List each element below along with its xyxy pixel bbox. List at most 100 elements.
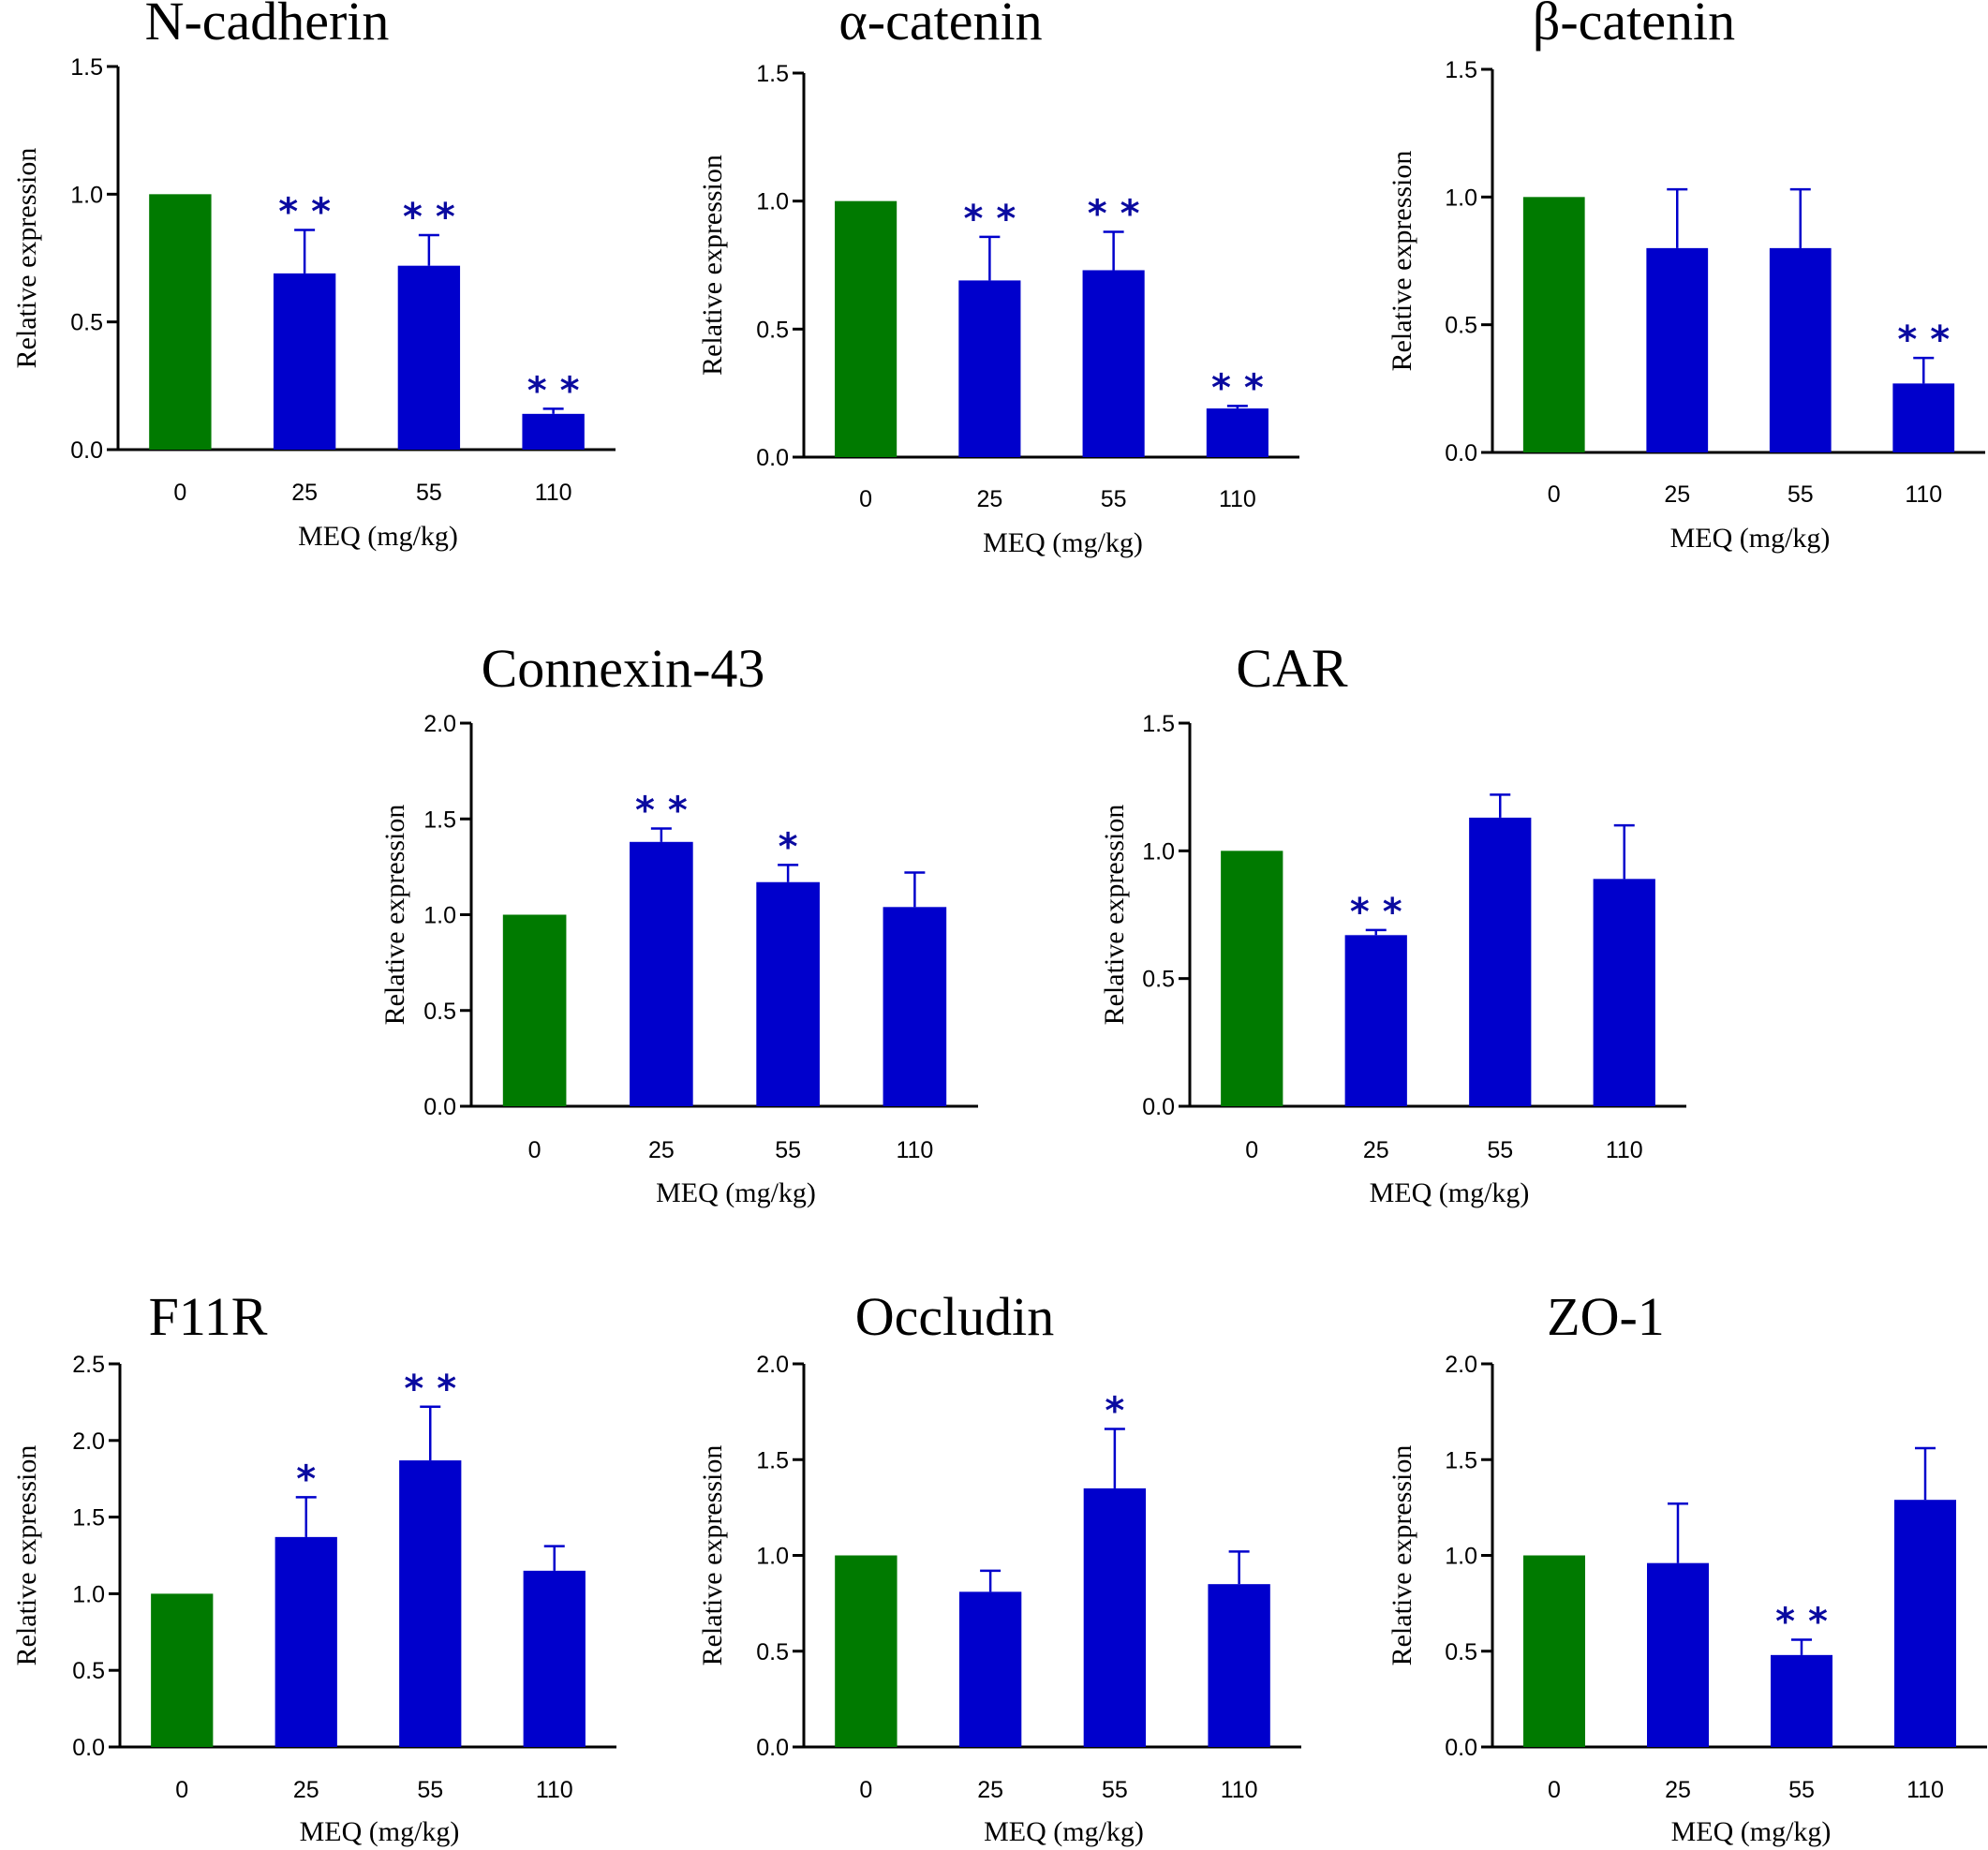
y-tick-label: 0.5 (756, 1639, 789, 1665)
y-tick-label: 0.0 (70, 437, 103, 464)
significance-marker: * * (527, 369, 580, 412)
y-tick-label: 1.5 (756, 1447, 789, 1473)
y-tick-label: 0.0 (756, 445, 789, 471)
x-tick-label: 0 (859, 1777, 872, 1803)
significance-marker: * (779, 825, 798, 868)
bar-25 (630, 841, 693, 1106)
bar-110 (1892, 383, 1955, 452)
bar-25 (1647, 1562, 1709, 1747)
x-tick-label: 55 (416, 480, 442, 506)
x-tick-label: 25 (977, 1777, 1003, 1803)
significance-marker: * * (278, 191, 331, 234)
x-axis-label: MEQ (mg/kg) (1670, 523, 1831, 554)
bar-55 (1771, 1654, 1832, 1747)
significance-marker: * * (1211, 366, 1264, 409)
x-tick-label: 0 (1245, 1137, 1258, 1163)
bar-55 (1083, 1487, 1147, 1747)
x-tick-label: 55 (1788, 1777, 1815, 1803)
significance-marker: * * (403, 196, 455, 239)
significance-marker: * * (404, 1368, 456, 1411)
chart-panel-4: Connexin-43 0.0 0.5 1.0 1.5 2.0 Relative expre… (379, 638, 978, 1208)
x-axis-label: MEQ (mg/kg) (300, 1816, 460, 1847)
bar-0 (151, 1593, 214, 1747)
x-tick-label: 0 (859, 486, 872, 512)
y-axis-label: Relative expression (1387, 151, 1417, 372)
x-axis-label: MEQ (mg/kg) (656, 1177, 816, 1208)
x-axis-label: MEQ (mg/kg) (1671, 1816, 1832, 1847)
y-tick-label: 1.0 (756, 1544, 789, 1570)
x-tick-label: 25 (1665, 1777, 1691, 1803)
chart-panel-8: ZO-1 0.0 0.5 1.0 1.5 2.0 Relative expression 0 2… (1387, 1286, 1987, 1847)
y-tick-label: 0.0 (1142, 1094, 1175, 1120)
x-tick-label: 110 (536, 1777, 573, 1803)
y-axis-label: Relative expression (697, 1445, 728, 1666)
bar-0 (1523, 1555, 1585, 1747)
y-tick-label: 0.0 (756, 1735, 789, 1761)
bar-110 (883, 907, 947, 1106)
bar-110 (522, 413, 585, 450)
x-tick-label: 0 (528, 1137, 542, 1163)
x-tick-label: 55 (1487, 1137, 1513, 1163)
bar-25 (1344, 935, 1407, 1106)
y-axis-label: Relative expression (697, 155, 728, 376)
y-tick-label: 1.5 (756, 61, 789, 87)
y-tick-label: 1.5 (70, 54, 103, 81)
bar-0 (1221, 851, 1283, 1106)
bar-55 (397, 265, 461, 450)
chart-title: N-cadherin (145, 0, 390, 52)
y-tick-label: 1.0 (72, 1581, 105, 1607)
x-tick-label: 25 (1664, 481, 1690, 508)
chart-title: ZO-1 (1547, 1286, 1665, 1347)
y-tick-label: 1.5 (1445, 1447, 1477, 1473)
significance-marker: * * (1088, 192, 1140, 235)
chart-panel-7: Occludin 0.0 0.5 1.0 1.5 2.0 Relative expressi… (697, 1286, 1301, 1847)
y-tick-label: 0.0 (1445, 440, 1477, 466)
x-tick-label: 55 (775, 1137, 801, 1163)
y-tick-label: 0.0 (423, 1094, 456, 1120)
y-tick-label: 0.5 (1445, 1639, 1477, 1665)
chart-title: Occludin (855, 1286, 1055, 1347)
y-tick-label: 1.0 (1142, 838, 1175, 865)
y-tick-label: 0.5 (72, 1658, 105, 1684)
x-tick-label: 110 (896, 1137, 933, 1163)
chart-panel-6: F11R 0.0 0.5 1.0 1.5 2.0 2.5 Relative expressio… (11, 1286, 616, 1847)
bar-0 (502, 914, 567, 1106)
chart-title: β-catenin (1533, 0, 1735, 52)
x-tick-label: 55 (1102, 1777, 1128, 1803)
x-tick-label: 55 (417, 1777, 443, 1803)
y-tick-label: 1.0 (70, 182, 103, 208)
significance-marker: * * (963, 198, 1016, 241)
bar-25 (274, 1536, 337, 1747)
bar-25 (958, 1591, 1022, 1747)
x-axis-label: MEQ (mg/kg) (298, 521, 458, 552)
bar-110 (523, 1570, 586, 1747)
bar-55 (756, 881, 820, 1106)
chart-panel-1: N-cadherin 0.0 0.5 1.0 1.5 Relative expressio… (11, 0, 616, 552)
y-tick-label: 2.0 (756, 1352, 789, 1378)
significance-marker: * * (1775, 1600, 1828, 1643)
x-tick-label: 0 (1548, 481, 1561, 508)
bar-110 (1206, 408, 1268, 457)
y-tick-label: 1.5 (72, 1505, 105, 1532)
x-tick-label: 110 (535, 480, 572, 506)
significance-marker: * * (1897, 318, 1950, 362)
significance-marker: * * (1350, 891, 1402, 934)
x-tick-label: 25 (1363, 1137, 1389, 1163)
chart-title: CAR (1236, 638, 1348, 699)
y-axis-label: Relative expression (379, 805, 410, 1026)
y-tick-label: 1.5 (423, 807, 456, 833)
y-tick-label: 2.0 (1445, 1352, 1477, 1378)
significance-marker: * (1105, 1390, 1124, 1433)
x-axis-label: MEQ (mg/kg) (983, 527, 1143, 558)
chart-title: Connexin-43 (482, 638, 765, 699)
x-tick-label: 110 (1219, 486, 1256, 512)
chart-title: α-catenin (838, 0, 1042, 52)
y-tick-label: 0.5 (70, 310, 103, 336)
bar-110 (1593, 879, 1655, 1106)
bar-25 (273, 273, 336, 450)
x-tick-label: 25 (976, 486, 1002, 512)
chart-panel-3: β-catenin 0.0 0.5 1.0 1.5 Relative expression… (1387, 0, 1985, 554)
bar-25 (1646, 247, 1709, 452)
x-tick-label: 0 (173, 480, 186, 506)
x-tick-label: 25 (293, 1777, 319, 1803)
